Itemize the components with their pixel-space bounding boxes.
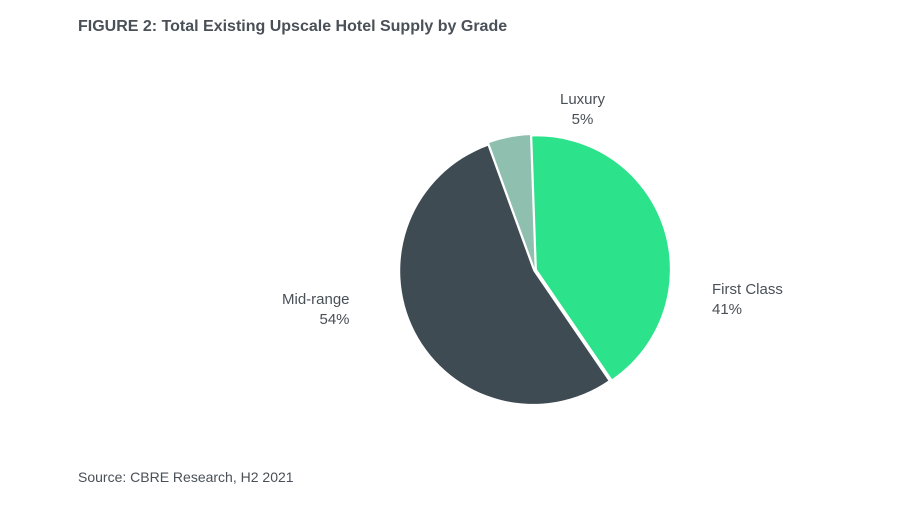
label-first-class: First Class 41% (712, 280, 783, 319)
pie-chart (400, 135, 670, 405)
label-first-class-name: First Class (712, 280, 783, 300)
label-mid-range-name: Mid-range (282, 290, 350, 310)
label-mid-range-pct: 54% (282, 310, 350, 330)
label-luxury: Luxury 5% (560, 90, 605, 129)
label-luxury-pct: 5% (560, 110, 605, 130)
figure-title: FIGURE 2: Total Existing Upscale Hotel S… (78, 18, 507, 36)
chart-area: Luxury 5% First Class 41% Mid-range 54% (0, 85, 914, 445)
source-attribution: Source: CBRE Research, H2 2021 (78, 469, 294, 485)
label-mid-range: Mid-range 54% (282, 290, 350, 329)
label-first-class-pct: 41% (712, 300, 783, 320)
label-luxury-name: Luxury (560, 90, 605, 110)
